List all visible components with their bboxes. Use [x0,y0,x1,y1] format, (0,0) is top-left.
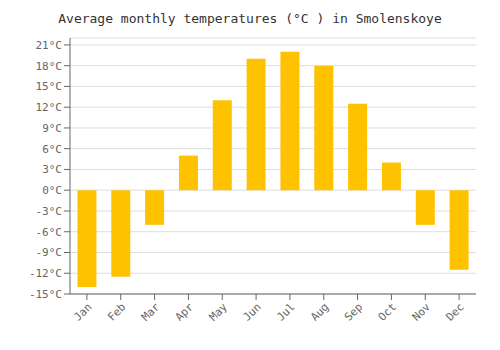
svg-text:-6°C: -6°C [36,226,63,239]
html-text:Average monthly temperatures (: Average monthly temperatures (°C ) in Sm… [58,11,442,26]
svg-text:9°C: 9°C [42,122,62,135]
svg-text:Dec: Dec [443,300,466,323]
svg-text:Apr: Apr [173,300,197,324]
svg-text:Jan: Jan [71,300,94,323]
svg-text:6°C: 6°C [42,143,62,156]
svg-text:3°C: 3°C [42,163,62,176]
svg-text:May: May [207,300,231,324]
svg-text:Sep: Sep [342,300,365,323]
svg-text:Mar: Mar [139,300,163,324]
svg-text:Oct: Oct [376,300,399,323]
svg-text:-3°C: -3°C [36,205,63,218]
svg-text:15°C: 15°C [36,80,63,93]
svg-text:21°C: 21°C [36,39,63,52]
svg-text:Feb: Feb [105,300,128,323]
svg-text:Nov: Nov [410,300,434,324]
svg-text:Jul: Jul [274,300,297,323]
svg-text:12°C: 12°C [36,101,63,114]
svg-text:Jun: Jun [240,300,263,323]
svg-text:18°C: 18°C [36,60,63,73]
svg-text:-15°C: -15°C [29,288,62,301]
svg-text:0°C: 0°C [42,184,62,197]
svg-text:Aug: Aug [308,300,331,323]
svg-text:-9°C: -9°C [36,246,63,259]
svg-text:-12°C: -12°C [29,267,62,280]
